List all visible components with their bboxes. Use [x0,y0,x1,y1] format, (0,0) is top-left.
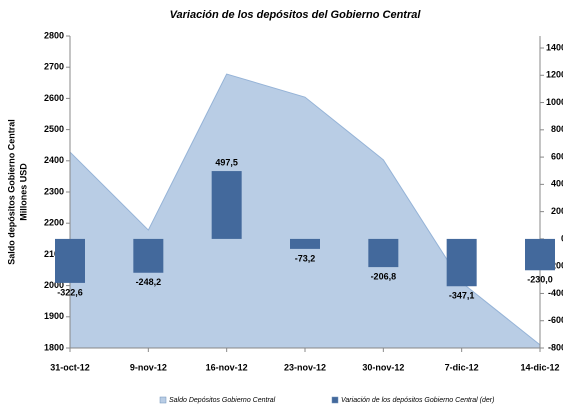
x-tick-label: 9-nov-12 [130,362,167,372]
x-tick-label: 14-dic-12 [520,362,559,372]
data-label: -322,6 [57,287,83,297]
y2-tick-label: 1000 [546,97,563,107]
y-tick-label: 2500 [44,124,64,134]
y2-tick-label: 0 [561,233,563,243]
bar [133,238,164,273]
legend-label: Saldo Depósitos Gobierno Central [169,397,276,404]
y2-tick-label: 600 [551,151,563,161]
bar [446,238,477,287]
x-tick-label: 31-oct-12 [50,362,90,372]
y-tick-label: 2000 [44,280,64,290]
data-label: 497,5 [215,157,238,167]
x-tick-label: 16-nov-12 [206,362,248,372]
x-tick-label: 23-nov-12 [284,362,326,372]
data-label: -248,2 [136,277,162,287]
y-tick-label: 2700 [44,62,64,72]
y2-tick-label: -200 [548,261,563,271]
bar [290,238,320,249]
y-tick-label: 1900 [44,311,64,321]
data-label: -73,2 [295,253,316,263]
y-axis-label: Millones USD [18,163,28,221]
y2-tick-label: 1200 [546,70,563,80]
y-tick-label: 2800 [44,30,64,40]
y-tick-label: 2400 [44,155,64,165]
y2-tick-label: 200 [551,206,563,216]
y-axis-label: Saldo depósitos Gobierno Central [6,119,16,265]
data-label: -206,8 [371,271,397,281]
bar [368,238,399,268]
legend-swatch [331,396,339,404]
bar [55,238,85,283]
x-tick-label: 7-dic-12 [445,362,479,372]
data-label: -347,1 [449,291,475,301]
bar [211,171,242,239]
bar [525,238,555,271]
y-tick-label: 2600 [44,93,64,103]
y2-tick-label: 400 [551,179,563,189]
y2-tick-label: 800 [551,124,563,134]
chart-title: Variación de los depósitos del Gobierno … [170,9,422,21]
y2-tick-label: -400 [548,288,563,298]
y2-tick-label: 1400 [546,42,563,52]
area [69,73,541,349]
y2-tick-label: -800 [548,342,563,352]
y-tick-label: 2300 [44,186,64,196]
y-tick-label: 1800 [44,342,64,352]
y-tick-label: 2200 [44,218,64,228]
x-tick-label: 30-nov-12 [362,362,404,372]
y-tick-label: 2100 [44,249,64,259]
data-label: -230,0 [527,275,553,285]
legend-swatch [159,396,167,404]
legend-label: Variación de los depósitos Gobierno Cent… [341,397,494,404]
y2-tick-label: -600 [548,315,563,325]
